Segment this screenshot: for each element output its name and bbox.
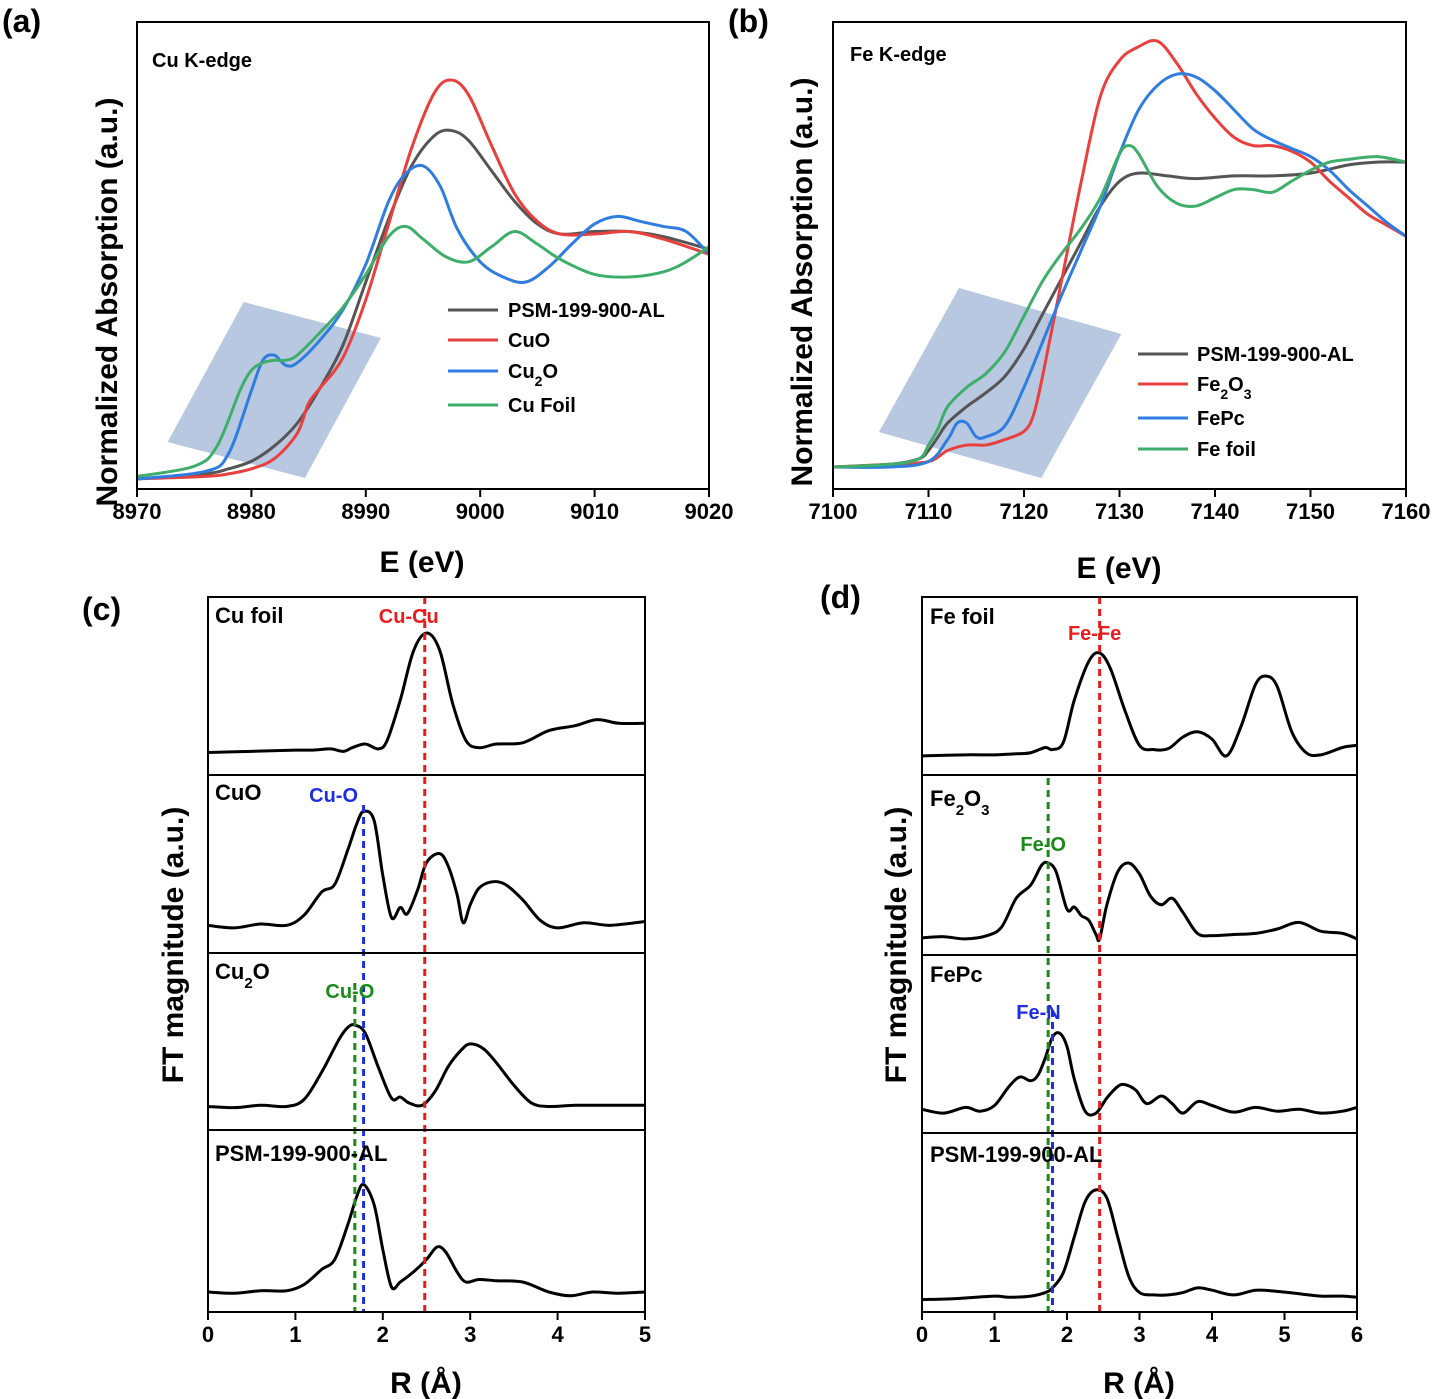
panel-c-label: (c) <box>82 591 121 627</box>
panel-d-y-axis-title: FT magnitude (a.u.) <box>880 807 913 1084</box>
legend-label-psm: PSM-199-900-AL <box>1197 344 1354 366</box>
panel-c-x-axis-title: R (Å) <box>390 1367 462 1399</box>
panel-d-x-tick-label: 3 <box>1133 1322 1145 1347</box>
legend-label-cuo: CuO <box>508 330 550 352</box>
panel-b-x-tick-label: 7150 <box>1286 499 1335 524</box>
panel-b-x-tick-label: 7110 <box>905 499 953 524</box>
ft-curve-fe2o3 <box>921 860 1358 943</box>
panel-c-plot-frame <box>207 596 646 1313</box>
ft-curve-psm-199-900-al <box>921 1188 1358 1302</box>
series-line-psm-199-900-al <box>832 160 1407 469</box>
series-line-cuo <box>136 78 710 481</box>
subplot-label-psm: PSM-199-900-AL <box>930 1142 1102 1167</box>
panel-d-x-tick-label: 0 <box>916 1322 928 1347</box>
panel-d-x-tick-label: 1 <box>988 1322 1000 1347</box>
panel-c-x-tick-label: 2 <box>377 1322 389 1347</box>
panel-d-label: (d) <box>820 579 861 615</box>
panel-a-x-tick-label: 9000 <box>456 499 505 524</box>
subplot-label-cu2o: Cu2O <box>215 959 270 992</box>
panel-c-x-tick-label: 4 <box>551 1322 564 1347</box>
ft-curve-cu2o <box>207 1023 645 1110</box>
ft-curve-cuo <box>207 809 646 930</box>
panel-d-x-tick-label: 4 <box>1206 1322 1219 1347</box>
bond-label-cu-cu: Cu-Cu <box>379 606 439 628</box>
legend-label-fe2o3: Fe2O3 <box>1197 374 1252 402</box>
panel-c-x-tick-label: 0 <box>202 1322 214 1347</box>
series-line-cu2o <box>136 163 711 481</box>
ft-curve-cu-foil <box>207 631 646 755</box>
panel-a-x-tick-label: 8980 <box>227 499 276 524</box>
panel-b-x-tick-label: 7120 <box>1000 499 1049 524</box>
bond-label-cu-o: Cu-O <box>325 981 374 1003</box>
fe-k-edge-label: Fe K-edge <box>850 44 947 66</box>
panel-c-x-tick-label: 1 <box>289 1322 301 1347</box>
series-line-fe2o3 <box>832 38 1407 469</box>
legend-label-psm: PSM-199-900-AL <box>508 300 665 322</box>
panel-c-y-axis-title: FT magnitude (a.u.) <box>157 807 190 1084</box>
panel-b-x-tick-label: 7130 <box>1095 499 1144 524</box>
subplot-label-fe-foil: Fe foil <box>930 604 995 629</box>
panel-a-x-axis-title: E (eV) <box>379 546 464 579</box>
series-line-fepc <box>832 72 1407 469</box>
panel-b-x-tick-label: 7160 <box>1382 499 1431 524</box>
bond-label-fe-n: Fe-N <box>1016 1002 1060 1024</box>
series-line-cu-foil <box>136 224 710 478</box>
subplot-label-psm: PSM-199-900-AL <box>215 1141 387 1166</box>
ft-curve-fe-foil <box>921 651 1358 758</box>
panel-b-label: (b) <box>728 3 769 39</box>
ft-curve-fepc <box>921 1031 1358 1117</box>
panel-a-x-tick-label: 8970 <box>113 499 162 524</box>
panel-a-plot-frame <box>136 21 710 490</box>
subplot-label-fepc: FePc <box>930 962 983 987</box>
subplot-label-cuo: CuO <box>215 780 261 805</box>
bond-label-fe-fe: Fe-Fe <box>1068 623 1121 645</box>
panel-b-x-tick-label: 7140 <box>1191 499 1240 524</box>
panel-d-x-tick-label: 2 <box>1061 1322 1073 1347</box>
panel-b-legend: PSM-199-900-AL Fe2O3 FePc Fe foil <box>1138 344 1354 461</box>
panel-a-x-tick-label: 8990 <box>341 499 390 524</box>
panel-d-x-axis-title: R (Å) <box>1103 1367 1175 1399</box>
panel-a-label: (a) <box>2 3 41 39</box>
panel-a-x-tick-label: 9020 <box>685 499 734 524</box>
panel-d-fe-exafs: (d) R (Å) FT magnitude (a.u.) Fe foil Fe… <box>820 579 1363 1399</box>
bond-label-cu-o: Cu-O <box>309 785 358 807</box>
panel-b-x-axis-title: E (eV) <box>1076 552 1161 585</box>
panel-c-cu-exafs: (c) R (Å) FT magnitude (a.u.) Cu foil Cu… <box>82 591 651 1399</box>
legend-label-cu2o: Cu2O <box>508 361 558 389</box>
panel-c-x-tick-label: 5 <box>639 1322 651 1347</box>
bond-label-fe-o: Fe-O <box>1020 834 1066 856</box>
panel-c-x-tick-label: 3 <box>464 1322 476 1347</box>
panel-b-y-axis-title: Normalized Absorption (a.u.) <box>786 78 819 487</box>
panel-a-y-axis-title: Normalized Absorption (a.u.) <box>91 98 124 507</box>
panel-a-highlight-box <box>167 302 381 478</box>
panel-a-x-tick-label: 9010 <box>570 499 619 524</box>
subplot-label-cu-foil: Cu foil <box>215 603 283 628</box>
ft-curve-psm-199-900-al <box>207 1182 646 1298</box>
panel-a-cu-k-edge-xanes: (a) Cu K-edge E (eV) Normalized Absorpti… <box>2 3 733 579</box>
legend-label-cu-foil: Cu Foil <box>508 395 576 417</box>
cu-k-edge-label: Cu K-edge <box>152 50 252 72</box>
panel-b-x-tick-label: 7100 <box>809 499 858 524</box>
panel-a-legend: PSM-199-900-AL CuO Cu2O Cu Foil <box>448 300 665 417</box>
panel-d-x-tick-label: 5 <box>1278 1322 1290 1347</box>
subplot-label-fe2o3: Fe2O3 <box>930 786 990 819</box>
panel-d-x-tick-label: 6 <box>1351 1322 1363 1347</box>
legend-label-fe-foil: Fe foil <box>1197 439 1256 461</box>
series-line-fe-foil <box>832 144 1407 469</box>
panel-b-fe-k-edge-xanes: (b) Fe K-edge E (eV) Normalized Absorpti… <box>728 3 1430 585</box>
legend-label-fepc: FePc <box>1197 408 1245 430</box>
